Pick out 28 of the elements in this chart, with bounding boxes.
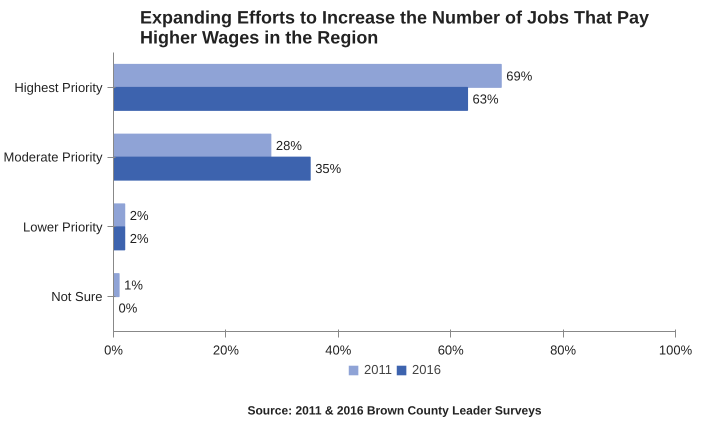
data-label: 35% xyxy=(315,161,342,176)
data-label: 1% xyxy=(124,278,144,293)
bar xyxy=(114,226,126,250)
x-tick-label: 0% xyxy=(104,342,124,358)
y-tick-label: Lower Priority xyxy=(23,219,103,234)
data-label: 0% xyxy=(118,300,138,316)
x-tick-label: 80% xyxy=(550,342,577,358)
x-tick-label: 40% xyxy=(325,342,352,358)
data-label: 69% xyxy=(506,68,533,84)
y-tick-label: Highest Priority xyxy=(14,80,103,95)
x-tick-label: 100% xyxy=(658,342,693,358)
legend-label: 2016 xyxy=(412,362,441,377)
data-label: 63% xyxy=(472,91,500,106)
bar xyxy=(114,203,126,228)
x-tick-label: 20% xyxy=(212,342,240,358)
bar xyxy=(114,64,502,88)
x-tick-label: 60% xyxy=(438,342,464,358)
bar xyxy=(114,86,468,111)
y-tick-label: Moderate Priority xyxy=(4,150,103,165)
bar xyxy=(114,156,311,181)
legend-label: 2011 xyxy=(364,362,392,377)
chart-title: Expanding Efforts to Increase the Number of Jobs That Pay Higher Wages in the Region xyxy=(140,8,650,48)
data-label: 28% xyxy=(276,138,302,154)
y-tick-label: Not Sure xyxy=(51,289,103,304)
data-label: 2% xyxy=(130,230,149,246)
bar xyxy=(114,134,272,158)
source-note: Source: 2011 & 2016 Brown County Leader Surveys xyxy=(247,404,542,418)
data-label: 2% xyxy=(130,208,149,223)
